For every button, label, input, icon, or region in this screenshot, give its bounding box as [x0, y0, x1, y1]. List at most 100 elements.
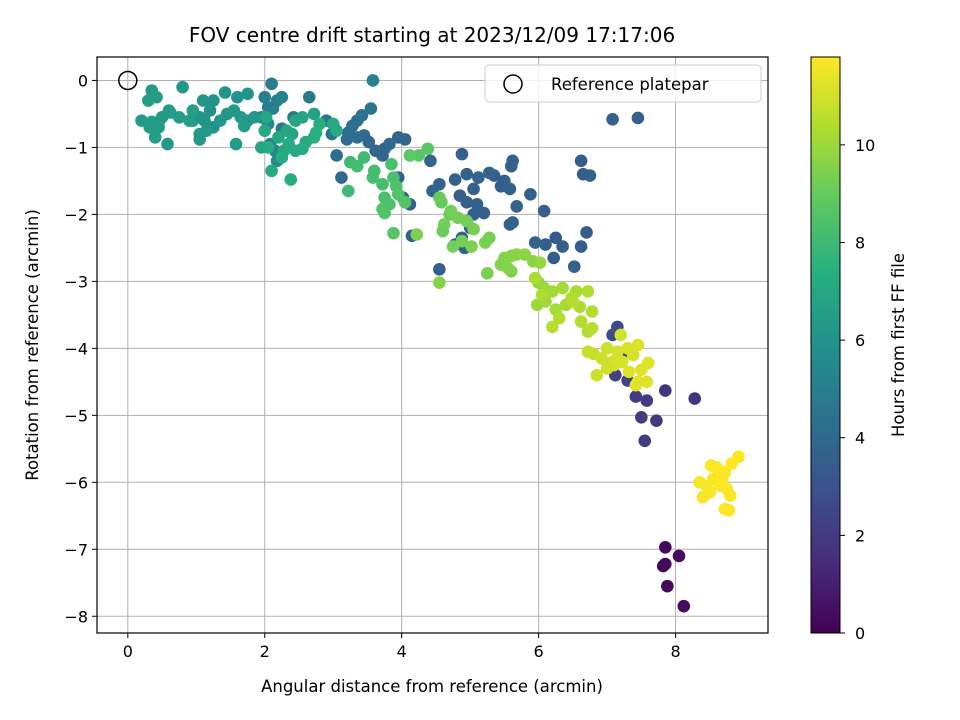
- scatter-point: [196, 94, 210, 107]
- scatter-point: [528, 236, 542, 249]
- scatter-point: [455, 234, 469, 248]
- scatter-point: [330, 149, 343, 162]
- scatter-point: [436, 224, 450, 238]
- scatter-point: [629, 378, 643, 392]
- scatter-point: [546, 285, 559, 298]
- y-axis-label: Rotation from reference (arcmin): [23, 209, 42, 481]
- scatter-point: [626, 348, 640, 362]
- y-tick-label: −7: [64, 540, 88, 559]
- scatter-point: [533, 256, 547, 269]
- scatter-point: [552, 311, 566, 325]
- scatter-point: [378, 206, 391, 220]
- scatter-point: [302, 90, 316, 104]
- colorbar-gradient: [810, 56, 841, 634]
- scatter-point: [580, 226, 593, 239]
- scatter-point: [207, 94, 220, 107]
- legend: Reference platepar: [484, 64, 762, 103]
- scatter-point: [186, 104, 200, 117]
- scatter-point: [143, 121, 157, 134]
- scatter-point: [600, 362, 614, 375]
- scatter-point: [631, 338, 645, 352]
- scatter-point: [152, 121, 165, 134]
- plot-frame: [96, 56, 769, 634]
- y-tick-label: −3: [64, 272, 88, 291]
- scatter-point: [503, 182, 517, 196]
- legend-box: [484, 64, 762, 103]
- scatter-point: [448, 173, 462, 186]
- y-tick-label: −6: [64, 473, 88, 492]
- scatter-point: [340, 133, 354, 146]
- scatter-point: [357, 151, 371, 164]
- scatter-point: [421, 142, 435, 156]
- scatter-point: [614, 328, 628, 342]
- legend-label: Reference platepar: [551, 75, 709, 94]
- scatter-point: [435, 196, 448, 209]
- scatter-point: [330, 124, 343, 137]
- x-tick-label: 6: [534, 642, 544, 661]
- scatter-point: [547, 251, 560, 265]
- scatter-point: [672, 549, 686, 563]
- grid-lines: [97, 57, 768, 633]
- scatter-point: [385, 157, 398, 171]
- y-tick-label: −5: [64, 406, 88, 425]
- y-axis-ticks: 0 −1 −2 −3 −4 −5 −6 −7 −8: [64, 71, 97, 626]
- scatter-point: [658, 557, 672, 571]
- scatter-point: [433, 263, 446, 276]
- scatter-point: [433, 276, 446, 290]
- scatter-point: [150, 90, 163, 104]
- colorbar-tick-label: 10: [855, 136, 875, 155]
- scatter-point: [237, 119, 251, 133]
- scatter-point: [259, 110, 273, 124]
- legend-marker: [503, 74, 523, 94]
- scatter-point: [503, 218, 517, 231]
- scatter-point: [369, 144, 382, 158]
- scatter-point: [635, 411, 648, 424]
- scatter-point: [355, 108, 369, 122]
- y-tick-label: −2: [64, 205, 88, 224]
- y-tick-label: 0: [78, 71, 88, 90]
- scatter-point: [606, 112, 619, 126]
- colorbar-ticks: 0 2 4 6 8 10: [840, 136, 875, 643]
- scatter-point: [455, 147, 469, 161]
- y-tick-label: −8: [64, 607, 88, 626]
- scatter-point: [258, 124, 272, 137]
- x-tick-label: 0: [123, 642, 133, 661]
- scatter-point: [285, 127, 299, 141]
- scatter-point: [364, 102, 378, 115]
- colorbar: 0 2 4 6 8 10 Hours from first FF file: [810, 56, 908, 643]
- y-tick-label: −1: [64, 138, 88, 157]
- scatter-point: [640, 375, 654, 389]
- scatter-point: [350, 159, 364, 173]
- scatter-point: [161, 137, 174, 151]
- colorbar-tick-label: 8: [855, 233, 865, 252]
- scatter-point: [460, 196, 474, 209]
- scatter-point: [483, 231, 496, 245]
- scatter-point: [200, 124, 213, 137]
- scatter-point: [163, 106, 177, 119]
- scatter-point: [688, 392, 702, 405]
- scatter-point: [460, 167, 474, 181]
- scatter-point: [722, 504, 736, 517]
- scatter-point: [703, 486, 717, 499]
- scatter-point: [366, 74, 380, 87]
- scatter-point: [581, 285, 595, 298]
- scatter-point: [465, 240, 478, 253]
- scatter-point: [467, 222, 480, 236]
- scatter-point: [472, 171, 485, 184]
- scatter-point: [341, 184, 355, 198]
- scatter-point: [193, 133, 207, 146]
- scatter-point: [622, 365, 636, 379]
- scatter-point: [528, 271, 542, 285]
- scatter-point: [537, 204, 551, 218]
- scatter-point: [574, 315, 588, 328]
- colorbar-tick-label: 4: [855, 429, 865, 448]
- scatter-point: [483, 166, 496, 180]
- scatter-point: [640, 394, 654, 407]
- scatter-point: [289, 114, 302, 127]
- scatter-point: [467, 182, 480, 196]
- scatter-point: [231, 90, 244, 104]
- scatter-point: [641, 356, 655, 370]
- colorbar-tick-label: 2: [855, 526, 865, 545]
- scatter-point: [590, 368, 604, 382]
